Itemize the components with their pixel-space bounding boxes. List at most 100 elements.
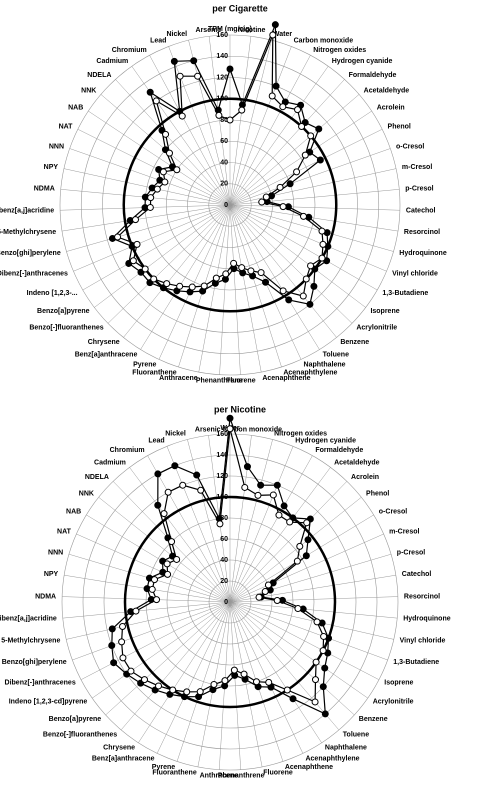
category-label: Chromium bbox=[110, 447, 145, 454]
spoke bbox=[229, 601, 394, 640]
spoke bbox=[229, 601, 380, 680]
spoke bbox=[82, 204, 231, 291]
spoke bbox=[229, 455, 313, 603]
spoke bbox=[229, 467, 331, 603]
spoke bbox=[61, 204, 231, 232]
spoke bbox=[62, 596, 231, 603]
marker bbox=[286, 180, 294, 188]
spoke bbox=[229, 601, 388, 661]
marker bbox=[316, 156, 324, 164]
spoke bbox=[229, 439, 273, 603]
category-label: Resorcinol bbox=[404, 229, 440, 236]
marker bbox=[161, 178, 169, 186]
tick-label: 40 bbox=[220, 557, 228, 564]
marker bbox=[302, 552, 310, 560]
marker bbox=[280, 502, 288, 510]
category-label: Pyrene bbox=[152, 764, 175, 771]
category-label: p-Cresol bbox=[405, 186, 433, 193]
category-label: Indeno [1,2,3-cd]pyrene bbox=[9, 698, 88, 705]
category-label: Nickel bbox=[166, 31, 187, 38]
marker bbox=[265, 678, 273, 686]
marker bbox=[268, 92, 276, 100]
category-label: Vinyl chloride bbox=[392, 270, 438, 277]
marker bbox=[154, 501, 162, 509]
spoke bbox=[229, 204, 399, 232]
category-label: NNN bbox=[48, 549, 63, 556]
marker bbox=[188, 283, 196, 291]
category-label: NDMA bbox=[34, 186, 55, 193]
marker bbox=[226, 425, 234, 433]
reference-circle bbox=[122, 97, 338, 313]
category-label: Fluorene bbox=[263, 770, 293, 777]
marker bbox=[261, 588, 269, 596]
marker bbox=[320, 632, 328, 640]
marker bbox=[118, 638, 126, 646]
category-label: NNK bbox=[79, 490, 94, 497]
marker bbox=[252, 678, 260, 686]
category-label: Dibenz[-]anthracenes bbox=[5, 679, 76, 686]
category-label: 1,3-Butadiene bbox=[393, 659, 439, 666]
marker bbox=[132, 216, 140, 224]
marker bbox=[313, 618, 321, 626]
marker bbox=[255, 593, 263, 601]
marker bbox=[140, 676, 148, 684]
marker bbox=[147, 194, 155, 202]
spoke bbox=[229, 94, 360, 206]
category-label: Benzo[-]fluoranthenes bbox=[29, 324, 103, 331]
marker bbox=[193, 471, 201, 479]
category-label: Hydrogen cyanide bbox=[332, 58, 393, 65]
marker bbox=[173, 555, 181, 563]
marker bbox=[212, 274, 220, 282]
marker bbox=[289, 695, 297, 703]
category-label: Toluene bbox=[323, 351, 349, 358]
spoke bbox=[140, 204, 231, 350]
spoke bbox=[77, 129, 231, 206]
marker bbox=[159, 168, 167, 176]
spoke bbox=[69, 148, 231, 206]
marker bbox=[294, 605, 302, 613]
category-label: NPY bbox=[44, 571, 59, 578]
marker bbox=[294, 106, 302, 114]
category-label: Benzo[a]pyrene bbox=[37, 308, 90, 315]
marker bbox=[312, 676, 320, 684]
marker bbox=[257, 269, 265, 277]
category-label: o-Cresol bbox=[396, 143, 424, 150]
spoke bbox=[176, 601, 231, 762]
marker bbox=[148, 585, 156, 593]
marker bbox=[150, 275, 158, 283]
category-label: Phenol bbox=[366, 490, 389, 497]
category-label: Dibenz[a,j]acridine bbox=[0, 616, 57, 623]
spoke bbox=[229, 601, 242, 770]
spoke bbox=[229, 204, 394, 252]
spoke bbox=[229, 46, 292, 206]
spoke bbox=[229, 574, 396, 603]
tick-label: 60 bbox=[220, 536, 228, 543]
marker bbox=[168, 538, 176, 546]
marker bbox=[176, 282, 184, 290]
marker bbox=[200, 282, 208, 290]
tick-label: 160 bbox=[216, 431, 228, 438]
category-label: Acrylonitrile bbox=[356, 324, 397, 331]
category-label: NAB bbox=[68, 105, 83, 112]
spoke bbox=[229, 168, 397, 206]
marker bbox=[279, 103, 287, 111]
tick-label: 80 bbox=[220, 515, 228, 522]
spoke bbox=[149, 55, 231, 206]
marker bbox=[293, 557, 301, 565]
spoke bbox=[80, 601, 231, 680]
reference-circle bbox=[123, 495, 337, 709]
marker bbox=[298, 122, 306, 130]
chart-title: per Cigarette bbox=[212, 3, 268, 13]
marker bbox=[164, 488, 172, 496]
spoke bbox=[208, 36, 231, 206]
marker bbox=[216, 520, 224, 528]
category-label: Fluoranthene bbox=[152, 770, 196, 777]
spoke bbox=[229, 204, 400, 211]
spoke bbox=[229, 55, 311, 206]
marker bbox=[315, 125, 323, 133]
category-label: NAB bbox=[66, 509, 81, 516]
marker bbox=[243, 463, 251, 471]
spoke bbox=[120, 601, 231, 731]
marker bbox=[262, 193, 270, 201]
marker bbox=[151, 576, 159, 584]
